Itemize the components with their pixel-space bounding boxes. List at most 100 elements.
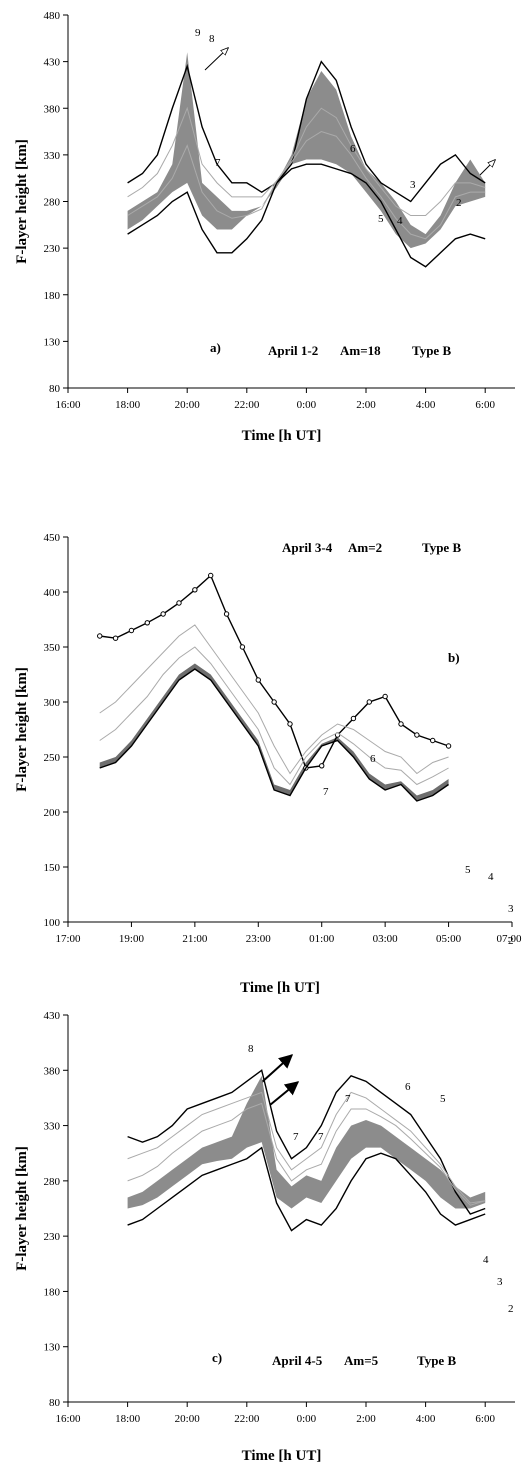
- series-marker: [445, 743, 452, 749]
- curve-label: 5: [440, 1093, 446, 1105]
- x-tick-label: 01:00: [309, 933, 335, 945]
- series-line: [127, 1146, 486, 1232]
- series-marker: [255, 677, 261, 683]
- series-marker: [192, 587, 198, 593]
- series-marker: [208, 572, 214, 579]
- y-tick-label: 330: [44, 1121, 61, 1133]
- y-tick-label: 180: [44, 290, 61, 302]
- band-area: [99, 663, 449, 801]
- curve-label: 5: [465, 864, 471, 876]
- curve-label: 8: [209, 33, 215, 45]
- series-marker: [287, 721, 293, 727]
- curve-label: 5: [378, 213, 384, 225]
- x-tick-label: 16:00: [55, 399, 81, 411]
- x-tick-label: 6:00: [475, 399, 495, 411]
- curve-label: 3: [508, 903, 514, 915]
- x-tick-label: 18:00: [115, 399, 141, 411]
- series-line: [127, 106, 486, 216]
- series-line: [99, 668, 449, 802]
- x-tick-label: 21:00: [182, 933, 208, 945]
- curve-label: 7: [293, 1131, 299, 1143]
- curve-label: 2: [508, 1303, 514, 1315]
- y-tick-label: 450: [44, 532, 61, 544]
- series-marker: [239, 644, 246, 650]
- series-marker: [398, 721, 404, 727]
- series-marker: [144, 620, 150, 626]
- x-axis-title: Time [h UT]: [242, 1448, 322, 1464]
- series-line: [127, 60, 486, 203]
- series-line: [127, 1069, 486, 1215]
- band-area: [127, 52, 486, 249]
- annotation: Am=5: [344, 1353, 379, 1368]
- series-marker: [350, 715, 357, 722]
- arrow: [261, 1054, 294, 1083]
- series-marker: [382, 693, 388, 700]
- x-tick-label: 16:00: [55, 1413, 81, 1425]
- x-tick-label: 17:00: [55, 933, 81, 945]
- x-tick-label: 19:00: [119, 933, 145, 945]
- y-tick-label: 430: [44, 57, 61, 69]
- y-tick-label: 80: [49, 383, 61, 395]
- series-marker: [319, 763, 325, 769]
- y-tick-label: 300: [44, 697, 61, 709]
- y-tick-label: 350: [44, 642, 61, 654]
- annotation: Type B: [417, 1353, 456, 1368]
- x-tick-label: 07:00: [496, 933, 522, 945]
- curve-label: 6: [405, 1081, 411, 1093]
- annotation: April 1-2: [268, 343, 318, 358]
- y-tick-label: 180: [44, 1286, 61, 1298]
- curve-label: 9: [195, 27, 201, 39]
- y-tick-label: 250: [44, 752, 61, 764]
- series-marker: [414, 732, 420, 738]
- panel-label: a): [210, 340, 221, 355]
- band-area: [127, 1075, 486, 1209]
- y-axis-title: F-layer height [km]: [14, 1146, 30, 1271]
- y-tick-label: 480: [44, 10, 61, 22]
- series-marker: [128, 627, 135, 634]
- curve-label: 7: [323, 786, 329, 798]
- curve-label: 2: [508, 935, 514, 947]
- y-tick-label: 280: [44, 197, 61, 209]
- y-tick-label: 380: [44, 1065, 61, 1077]
- series-line: [99, 646, 449, 786]
- x-tick-label: 20:00: [175, 399, 201, 411]
- annotation: April 4-5: [272, 1353, 323, 1368]
- panel-label: b): [448, 650, 460, 665]
- annotation: April 3-4: [282, 540, 333, 555]
- panel-label: c): [212, 1350, 222, 1365]
- y-tick-label: 150: [44, 862, 61, 874]
- curve-label: 2: [456, 197, 462, 209]
- x-tick-label: 6:00: [475, 1413, 495, 1425]
- x-tick-label: 03:00: [373, 933, 399, 945]
- annotation: Type B: [412, 343, 451, 358]
- y-tick-label: 330: [44, 150, 61, 162]
- curve-label: 3: [410, 179, 416, 191]
- x-tick-label: 4:00: [416, 1413, 436, 1425]
- annotation: Type B: [422, 540, 461, 555]
- series-marker: [97, 633, 103, 639]
- annotation: Am=18: [340, 343, 381, 358]
- series-marker: [112, 635, 119, 641]
- curve-label: 4: [483, 1254, 489, 1266]
- series-marker: [160, 611, 166, 617]
- curve-label: 8: [248, 1043, 254, 1055]
- x-tick-label: 23:00: [246, 933, 272, 945]
- y-tick-label: 230: [44, 243, 61, 255]
- curve-label: 7: [345, 1093, 351, 1105]
- curve-label: 7: [318, 1131, 324, 1143]
- curve-label: 4: [488, 871, 494, 883]
- y-tick-label: 430: [44, 1010, 61, 1022]
- arrow: [204, 48, 228, 71]
- curve-label: 3: [497, 1276, 503, 1288]
- series-marker: [430, 737, 436, 744]
- annotation: Am=2: [348, 540, 382, 555]
- x-axis-title: Time [h UT]: [242, 428, 322, 444]
- y-axis-title: F-layer height [km]: [14, 139, 30, 264]
- series-line: [127, 131, 486, 240]
- y-tick-label: 280: [44, 1176, 61, 1188]
- series-line: [127, 163, 486, 268]
- arrow: [269, 1081, 300, 1106]
- y-tick-label: 200: [44, 807, 61, 819]
- x-tick-label: 2:00: [356, 399, 376, 411]
- y-tick-label: 80: [49, 1397, 61, 1409]
